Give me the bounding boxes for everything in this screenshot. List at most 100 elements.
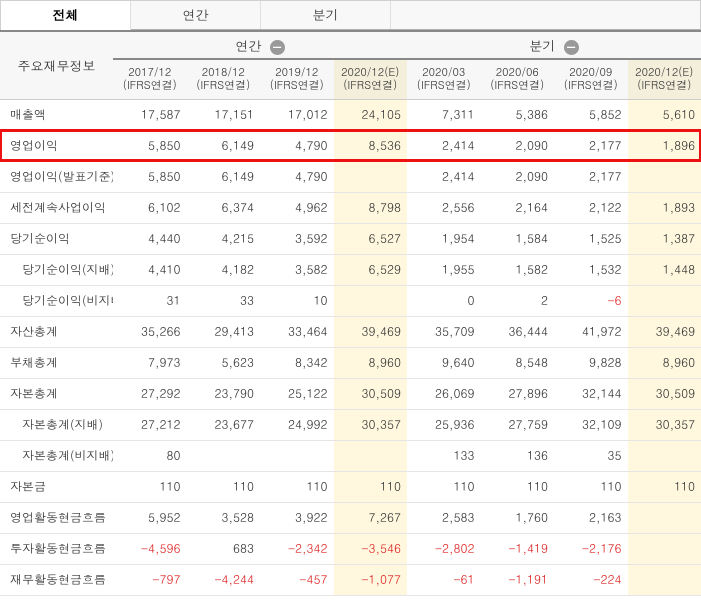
cell: 23,677 (187, 409, 261, 440)
cell: 4,962 (260, 192, 334, 223)
cell: 5,852 (554, 99, 628, 130)
rowhead-label: 주요재무정보 (0, 31, 113, 99)
tab-all[interactable]: 전체 (1, 1, 131, 30)
cell: 2,177 (554, 130, 628, 161)
cell: 23,790 (187, 378, 261, 409)
cell: 110 (481, 471, 555, 502)
cell: 0 (407, 285, 481, 316)
cell: -1,419 (481, 533, 555, 564)
row-label: 부채총계 (0, 347, 113, 378)
cell: 110 (407, 471, 481, 502)
cell: 110 (260, 471, 334, 502)
cell: 3,592 (260, 223, 334, 254)
cell: 6,374 (187, 192, 261, 223)
table-row: 재무활동현금흐름-797-4,244-457-1,077-61-1,191-22… (0, 564, 701, 595)
row-label: 당기순이익(지배) (0, 254, 113, 285)
cell: 33,464 (260, 316, 334, 347)
column-header: 2020/03(IFRS연결) (407, 59, 481, 99)
table-row: 자본금110110110110110110110110 (0, 471, 701, 502)
table-row: 영업이익5,8506,1494,7908,5362,4142,0902,1771… (0, 130, 701, 161)
cell (334, 285, 408, 316)
cell: 26,069 (407, 378, 481, 409)
tab-annual[interactable]: 연간 (131, 1, 261, 29)
cell: 7,973 (113, 347, 187, 378)
cell: 39,469 (628, 316, 701, 347)
row-label: 자본총계(지배) (0, 409, 113, 440)
cell: 2 (481, 285, 555, 316)
cell: 4,790 (260, 130, 334, 161)
cell: -797 (113, 564, 187, 595)
cell (187, 440, 261, 471)
cell: 4,790 (260, 161, 334, 192)
column-header: 2020/12(E)(IFRS연결) (334, 59, 408, 99)
cell: 8,342 (260, 347, 334, 378)
table-row: 영업이익(발표기준)5,8506,1494,7902,4142,0902,177 (0, 161, 701, 192)
cell: 10 (260, 285, 334, 316)
row-label: 자본총계 (0, 378, 113, 409)
cell: 5,386 (481, 99, 555, 130)
column-header: 2018/12(IFRS연결) (187, 59, 261, 99)
cell: 1,896 (628, 130, 701, 161)
cell: 30,357 (628, 409, 701, 440)
row-label: 당기순이익(비지배) (0, 285, 113, 316)
row-label: 투자활동현금흐름 (0, 533, 113, 564)
cell: 17,151 (187, 99, 261, 130)
cell (628, 161, 701, 192)
cell: 6,529 (334, 254, 408, 285)
cell: 27,759 (481, 409, 555, 440)
cell: 25,936 (407, 409, 481, 440)
cell: 4,182 (187, 254, 261, 285)
cell: 110 (554, 471, 628, 502)
cell: -2,176 (554, 533, 628, 564)
column-header: 2020/12(E)(IFRS연결) (628, 59, 701, 99)
table-row: 자산총계35,26629,41333,46439,46935,70936,444… (0, 316, 701, 347)
cell: 1,955 (407, 254, 481, 285)
cell: 8,798 (334, 192, 408, 223)
cell: 7,267 (334, 502, 408, 533)
table-row: 부채총계7,9735,6238,3428,9609,6408,5489,8288… (0, 347, 701, 378)
row-label: 매출액 (0, 99, 113, 130)
cell: 4,410 (113, 254, 187, 285)
cell: -4,244 (187, 564, 261, 595)
cell: 32,144 (554, 378, 628, 409)
cell: 1,525 (554, 223, 628, 254)
row-label: 자본총계(비지배) (0, 440, 113, 471)
table-row: 세전계속사업이익6,1026,3744,9628,7982,5562,1642,… (0, 192, 701, 223)
column-header: 2017/12(IFRS연결) (113, 59, 187, 99)
cell: 1,532 (554, 254, 628, 285)
cell: 6,149 (187, 161, 261, 192)
cell: 80 (113, 440, 187, 471)
cell (334, 440, 408, 471)
cell: 2,090 (481, 161, 555, 192)
tab-bar: 전체 연간 분기 (0, 0, 701, 30)
cell: 8,536 (334, 130, 408, 161)
cell: 7,311 (407, 99, 481, 130)
row-label: 영업활동현금흐름 (0, 502, 113, 533)
collapse-icon[interactable]: − (270, 40, 285, 55)
cell: 36,444 (481, 316, 555, 347)
cell: 6,527 (334, 223, 408, 254)
row-label: 당기순이익 (0, 223, 113, 254)
cell: 35,266 (113, 316, 187, 347)
collapse-icon[interactable]: − (564, 40, 579, 55)
group-annual-label: 연간 (235, 36, 261, 55)
cell: 110 (334, 471, 408, 502)
cell: 8,960 (334, 347, 408, 378)
cell: -1,077 (334, 564, 408, 595)
cell: 133 (407, 440, 481, 471)
cell: 30,357 (334, 409, 408, 440)
cell: 5,850 (113, 130, 187, 161)
cell: -224 (554, 564, 628, 595)
cell: 27,292 (113, 378, 187, 409)
cell: -3,546 (334, 533, 408, 564)
cell: 17,012 (260, 99, 334, 130)
column-header: 2019/12(IFRS연결) (260, 59, 334, 99)
tab-quarter[interactable]: 분기 (261, 1, 391, 29)
cell (260, 440, 334, 471)
cell: 2,122 (554, 192, 628, 223)
cell: 110 (187, 471, 261, 502)
cell: 33 (187, 285, 261, 316)
group-quarter: 분기 − (407, 31, 701, 59)
cell: 3,582 (260, 254, 334, 285)
cell: 110 (628, 471, 701, 502)
